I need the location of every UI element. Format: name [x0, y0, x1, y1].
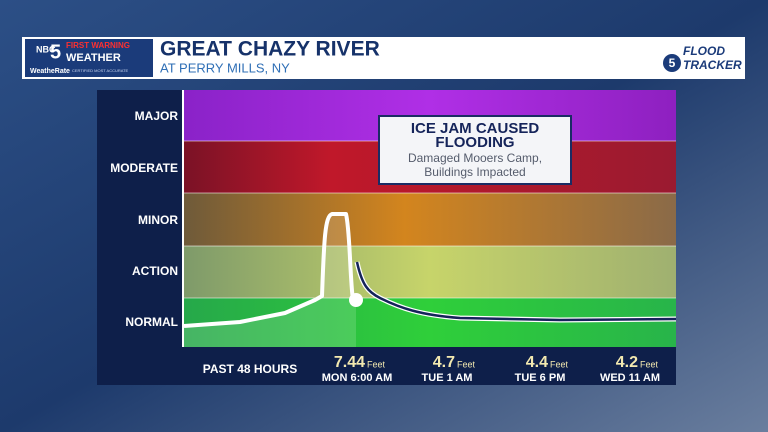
reading-unit: Feet	[550, 359, 569, 369]
reading-unit: Feet	[457, 359, 476, 369]
forecast-line	[355, 261, 677, 322]
reading-value: 4.4	[526, 354, 548, 371]
observed-line	[183, 212, 356, 328]
footer-bar	[97, 347, 676, 385]
stage-label: MODERATE	[110, 161, 178, 175]
reading-time: TUE 1 AM	[422, 372, 473, 384]
stage-label: MAJOR	[135, 109, 179, 123]
tracker-line2: TRACKER	[683, 58, 742, 72]
tracker-channel: 5	[669, 56, 676, 70]
band-normal	[183, 298, 676, 347]
tracker-line1: FLOOD	[683, 44, 725, 58]
reading-unit: Feet	[640, 359, 659, 369]
annotation-box	[378, 115, 572, 185]
logo-line1: FIRST WARNING	[66, 41, 130, 50]
reading-unit: Feet	[367, 359, 386, 369]
title: GREAT CHAZY RIVER	[160, 38, 380, 61]
reading-time: MON 6:00 AM	[322, 372, 393, 384]
current-point	[349, 293, 363, 307]
annotation-text: Buildings Impacted	[424, 165, 525, 179]
reading-time: TUE 6 PM	[515, 372, 566, 384]
footer-label: PAST 48 HOURS	[203, 362, 297, 376]
logo-line2: WEATHER	[66, 52, 121, 64]
annotation-title: FLOODING	[435, 134, 514, 151]
annotation-text: Damaged Mooers Camp,	[408, 151, 542, 165]
stage-label: NORMAL	[125, 315, 178, 329]
observed-area	[184, 214, 356, 347]
stage-label: ACTION	[132, 264, 178, 278]
logo-tagline: CERTIFIED MOST ACCURATE	[72, 68, 129, 73]
tracker-icon	[663, 54, 681, 72]
logo-brand: WeatheRate	[30, 68, 70, 75]
band-minor	[183, 193, 676, 246]
band-action	[183, 246, 676, 298]
stage-label: MINOR	[138, 213, 178, 227]
reading-value: 7.44	[334, 354, 365, 371]
subtitle: AT PERRY MILLS, NY	[160, 60, 290, 75]
reading-value: 4.7	[433, 354, 455, 371]
reading-value: 4.2	[616, 354, 638, 371]
logo-network: NBC	[36, 44, 56, 54]
reading-time: WED 11 AM	[600, 372, 660, 384]
logo-channel: 5	[50, 41, 61, 63]
stage-label-column	[97, 90, 183, 385]
logo-box	[25, 39, 153, 77]
annotation-title: ICE JAM CAUSED	[411, 120, 540, 137]
